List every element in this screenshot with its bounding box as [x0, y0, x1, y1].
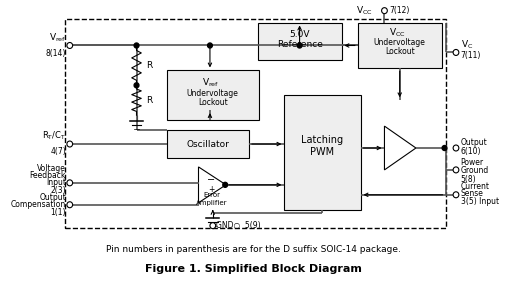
Text: 5.0V: 5.0V — [289, 30, 309, 39]
Text: Ground: Ground — [460, 166, 488, 176]
Bar — [167, 70, 258, 120]
Circle shape — [452, 49, 458, 55]
Bar — [257, 23, 341, 60]
Text: $\mathregular{V_{ref}}$: $\mathregular{V_{ref}}$ — [202, 76, 219, 89]
Text: Output: Output — [460, 138, 486, 147]
Text: 8(14): 8(14) — [45, 49, 66, 58]
Text: $\mathregular{V_{ref}}$: $\mathregular{V_{ref}}$ — [48, 31, 66, 44]
Text: Sense: Sense — [460, 189, 483, 198]
Text: Current: Current — [460, 182, 489, 191]
Polygon shape — [198, 167, 226, 203]
Text: Output: Output — [39, 193, 66, 202]
Circle shape — [67, 141, 73, 147]
Text: Lockout: Lockout — [197, 98, 227, 107]
Text: Latching: Latching — [301, 135, 343, 145]
Text: Error: Error — [203, 192, 220, 198]
Circle shape — [210, 223, 215, 229]
Circle shape — [134, 43, 139, 48]
Circle shape — [296, 43, 301, 48]
Text: Oscillator: Oscillator — [186, 139, 229, 148]
Circle shape — [441, 145, 446, 150]
Text: Reference: Reference — [276, 40, 322, 49]
Circle shape — [67, 180, 73, 186]
Text: R: R — [146, 61, 152, 70]
Text: −: − — [207, 175, 215, 185]
Bar — [167, 130, 248, 158]
Circle shape — [67, 202, 73, 208]
Text: $\mathregular{V_C}$: $\mathregular{V_C}$ — [460, 38, 472, 51]
Polygon shape — [384, 126, 415, 170]
Text: 3(5) Input: 3(5) Input — [460, 197, 498, 206]
Circle shape — [134, 83, 139, 88]
Text: Feedback: Feedback — [29, 171, 66, 180]
Circle shape — [452, 145, 458, 151]
Text: R: R — [146, 96, 152, 105]
Text: 7(12): 7(12) — [388, 6, 409, 15]
Text: $\mathregular{R_T/C_T}$: $\mathregular{R_T/C_T}$ — [42, 130, 66, 142]
Text: Input: Input — [46, 178, 66, 187]
Text: $\mathregular{V_{CC}}$: $\mathregular{V_{CC}}$ — [356, 4, 372, 17]
Bar — [357, 23, 441, 68]
Text: 6(10): 6(10) — [460, 148, 480, 156]
Bar — [284, 95, 360, 210]
Circle shape — [222, 182, 227, 187]
Text: Undervoltage: Undervoltage — [373, 38, 425, 47]
Text: Power: Power — [460, 159, 483, 167]
Text: Pin numbers in parenthesis are for the D suffix SOIC-14 package.: Pin numbers in parenthesis are for the D… — [106, 245, 400, 254]
Text: GND○  5(9): GND○ 5(9) — [215, 221, 260, 230]
Circle shape — [207, 43, 212, 48]
Bar — [65, 18, 445, 228]
Text: +: + — [207, 185, 214, 194]
Text: Amplifier: Amplifier — [196, 200, 227, 206]
Circle shape — [67, 43, 73, 49]
Text: 2(3): 2(3) — [50, 186, 66, 195]
Text: 7(11): 7(11) — [460, 51, 480, 60]
Text: 5(8): 5(8) — [460, 175, 475, 184]
Text: $\mathregular{V_{CC}}$: $\mathregular{V_{CC}}$ — [389, 26, 406, 39]
Text: Compensation: Compensation — [11, 200, 66, 209]
Circle shape — [381, 8, 386, 14]
Text: PWM: PWM — [310, 147, 334, 157]
Text: 1(1): 1(1) — [50, 208, 66, 217]
Text: Voltage: Voltage — [37, 164, 66, 173]
Text: 4(7): 4(7) — [50, 148, 66, 156]
Text: Lockout: Lockout — [384, 47, 414, 56]
Circle shape — [452, 167, 458, 173]
Text: Figure 1. Simplified Block Diagram: Figure 1. Simplified Block Diagram — [145, 264, 362, 274]
Text: Undervoltage: Undervoltage — [186, 89, 238, 98]
Circle shape — [452, 192, 458, 198]
